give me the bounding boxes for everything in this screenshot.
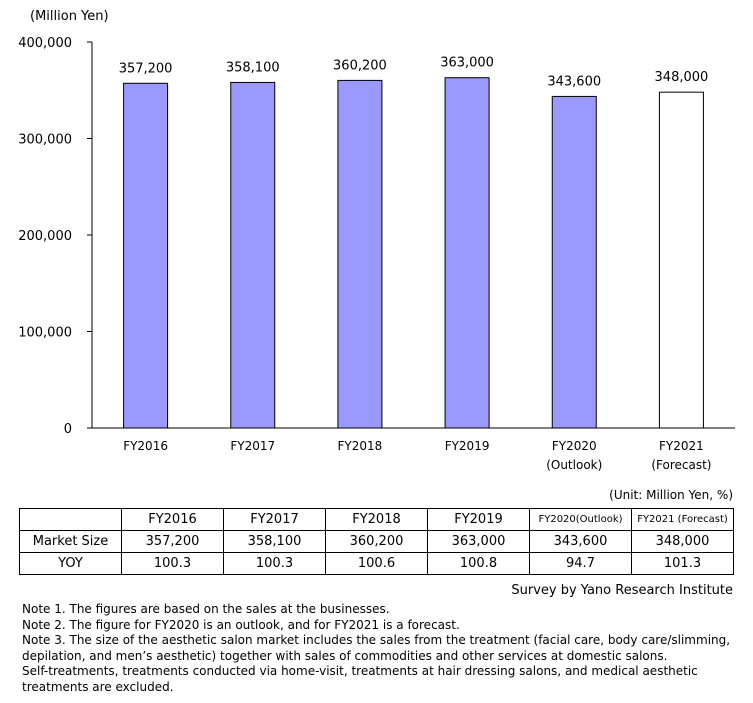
- table-row-market-size: Market Size 357,200 358,100 360,200 363,…: [19, 530, 734, 553]
- bar-data-label: 357,200: [119, 61, 173, 76]
- bar: [444, 77, 490, 429]
- note-line: treatments are excluded.: [22, 679, 174, 694]
- table-cell: 358,100: [223, 530, 326, 553]
- table-row-yoy: YOY 100.3 100.3 100.6 100.8 94.7 101.3: [19, 552, 734, 575]
- source-credit: Survey by Yano Research Institute: [511, 583, 733, 598]
- bar-data-label: 363,000: [440, 56, 494, 71]
- x-tick-label: FY2020: [552, 439, 597, 453]
- table-header-cell: FY2016: [121, 508, 224, 531]
- bar: [123, 82, 169, 429]
- table-cell: 360,200: [325, 530, 428, 553]
- bar: [658, 91, 704, 429]
- bar-data-label: 360,200: [333, 58, 387, 73]
- table-header-cell: FY2019: [427, 508, 530, 531]
- table-cell: 100.3: [121, 552, 224, 575]
- table-header-cell: FY2020(Outlook): [529, 508, 632, 531]
- note-line: Note 3. The size of the aesthetic salon …: [22, 633, 731, 647]
- note-line: Note 2. The figure for FY2020 is an outl…: [22, 617, 460, 632]
- bars: [123, 77, 704, 429]
- note-line: depilation, and men’s aesthetic) togethe…: [22, 648, 668, 663]
- bar-data-label: 348,000: [655, 70, 709, 85]
- bar-data-label: 343,600: [547, 74, 601, 89]
- y-tick-label: 400,000: [18, 36, 72, 51]
- table-cell: 343,600: [529, 530, 632, 553]
- note-line: Self-treatments, treatments conducted vi…: [22, 664, 698, 678]
- x-tick-sublabel: (Outlook): [546, 458, 602, 472]
- table-header-row: FY2016 FY2017 FY2018 FY2019 FY2020(Outlo…: [19, 508, 734, 531]
- y-axis-unit-label: (Million Yen): [30, 9, 109, 24]
- x-tick-sublabel: (Forecast): [651, 458, 711, 472]
- table-row-label: Market Size: [19, 530, 122, 553]
- table-cell: 100.3: [223, 552, 326, 575]
- x-tick-label: FY2019: [445, 439, 490, 453]
- bar: [551, 95, 597, 429]
- y-tick-label: 0: [64, 422, 72, 437]
- x-axis-labels: FY2016 FY2017 FY2018 FY2019 FY2020 (Outlook) F…: [123, 439, 711, 472]
- note-line: Note 1. The figures are based on the sal…: [22, 602, 390, 616]
- table-header-cell: FY2017: [223, 508, 326, 531]
- table-cell: 348,000: [631, 530, 734, 553]
- x-tick-label: FY2016: [123, 439, 168, 453]
- bar-data-label: 358,100: [226, 60, 280, 75]
- data-labels: 357,200 358,100 360,200 363,000 343,600 348,0…: [119, 56, 709, 90]
- table-row-label: YOY: [19, 552, 122, 575]
- x-tick-label: FY2017: [230, 439, 275, 453]
- table-header-cell: FY2018: [325, 508, 428, 531]
- y-tick-label: 100,000: [18, 326, 72, 341]
- bar: [337, 79, 383, 429]
- table-cell: 94.7: [529, 552, 632, 575]
- data-table: FY2016 FY2017 FY2018 FY2019 FY2020(Outlo…: [19, 508, 734, 575]
- y-tick-label: 300,000: [18, 133, 72, 148]
- y-axis-ticks: 0 100,000 200,000 300,000 400,000: [18, 36, 92, 437]
- table-unit-note: (Unit: Million Yen, %): [609, 488, 733, 502]
- table-cell: 100.6: [325, 552, 428, 575]
- table-header-cell: FY2021 (Forecast): [631, 508, 734, 531]
- bar-chart: (Million Yen) 0 100,000 200,000 300,000 400,…: [18, 9, 735, 472]
- table-cell: 101.3: [631, 552, 734, 575]
- table-cell: 100.8: [427, 552, 530, 575]
- table-header-cell: [19, 508, 122, 531]
- x-tick-label: FY2018: [338, 439, 383, 453]
- table-cell: 363,000: [427, 530, 530, 553]
- y-tick-label: 200,000: [18, 229, 72, 244]
- x-tick-label: FY2021: [659, 439, 704, 453]
- table-cell: 357,200: [121, 530, 224, 553]
- notes: Note 1. The figures are based on the sal…: [22, 602, 742, 695]
- bar: [230, 81, 276, 429]
